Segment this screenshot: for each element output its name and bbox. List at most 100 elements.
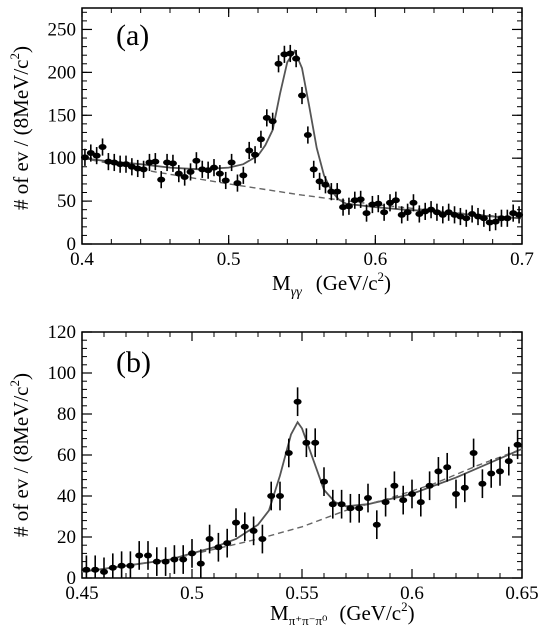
data-point xyxy=(215,170,224,177)
data-point xyxy=(415,210,424,217)
data-point xyxy=(315,178,324,185)
panel-b-y-axis-title: # of ev / (8MeV/c2) xyxy=(7,373,33,537)
y-tick-label: 100 xyxy=(48,363,77,384)
data-point xyxy=(479,215,488,222)
panel-b-x-axis-title: Mπ⁺π⁻π⁰ (GeV/c2) xyxy=(270,599,415,628)
data-point xyxy=(381,499,390,506)
data-point xyxy=(337,501,346,508)
data-point xyxy=(249,527,258,534)
data-point xyxy=(434,468,443,475)
data-point xyxy=(362,210,371,217)
y-tick-label: 20 xyxy=(57,527,76,548)
data-point xyxy=(515,211,524,218)
data-point xyxy=(355,505,364,512)
data-point xyxy=(256,136,265,143)
data-point xyxy=(309,166,318,173)
panel-a-label: (a) xyxy=(116,19,149,52)
data-point xyxy=(82,566,91,573)
x-tick-label: 0.5 xyxy=(217,249,241,270)
data-point xyxy=(320,478,328,485)
y-tick-label: 60 xyxy=(57,445,76,466)
y-tick-label: 40 xyxy=(57,486,76,507)
data-point xyxy=(276,493,284,499)
y-tick-label: 120 xyxy=(48,322,77,343)
data-point xyxy=(245,147,254,154)
data-point xyxy=(311,439,320,446)
data-point xyxy=(223,540,232,547)
data-point xyxy=(180,174,189,181)
data-point xyxy=(267,493,276,499)
panel-a-x-axis-title: Mγγ (GeV/c2) xyxy=(272,269,391,300)
data-point xyxy=(374,200,383,207)
data-point xyxy=(397,211,406,218)
data-point xyxy=(170,556,179,563)
panel-b: 0.45 0.5 0.55 0.6 0.65 0 20 40 60 80 100 120 (b) Mπ… xyxy=(7,322,539,628)
y-tick-label: 100 xyxy=(48,148,77,169)
data-point xyxy=(444,209,453,216)
y-tick-label: 0 xyxy=(67,234,77,255)
data-point xyxy=(425,482,434,489)
data-point xyxy=(496,468,504,475)
data-point xyxy=(196,560,205,567)
data-point xyxy=(504,458,513,465)
data-point xyxy=(227,159,236,166)
data-point xyxy=(438,211,447,218)
data-point xyxy=(503,215,512,222)
data-point xyxy=(321,181,330,188)
data-point xyxy=(443,464,452,471)
data-point xyxy=(117,562,126,569)
x-tick-label: 0.55 xyxy=(285,583,318,604)
data-point xyxy=(302,439,311,446)
data-point xyxy=(161,558,170,565)
data-point xyxy=(188,550,196,557)
data-point xyxy=(116,161,125,168)
data-point xyxy=(192,157,201,164)
data-point xyxy=(293,398,302,405)
data-point xyxy=(380,209,389,216)
x-tick-label: 0.7 xyxy=(510,249,534,270)
data-point xyxy=(274,60,283,67)
x-tick-label: 0.6 xyxy=(400,583,424,604)
x-tick-label: 0.65 xyxy=(505,583,538,604)
y-tick-label: 150 xyxy=(48,105,77,126)
data-point xyxy=(409,199,418,206)
data-point xyxy=(452,490,460,497)
x-tick-label: 0.45 xyxy=(65,583,98,604)
data-point xyxy=(390,482,399,489)
data-point xyxy=(372,521,381,528)
data-point xyxy=(364,495,372,502)
data-point xyxy=(251,151,260,158)
data-point xyxy=(491,218,500,225)
data-point xyxy=(91,566,100,573)
y-tick-label: 50 xyxy=(57,191,76,212)
panel-a-ticks: 0.4 0.5 0.6 0.7 0 50 100 150 200 250 xyxy=(48,8,534,270)
data-point xyxy=(186,168,195,175)
data-point xyxy=(356,196,365,203)
data-point xyxy=(432,209,441,216)
data-point xyxy=(100,568,108,575)
data-point xyxy=(268,118,277,125)
y-tick-label: 250 xyxy=(48,19,77,40)
data-point xyxy=(286,50,295,57)
data-point xyxy=(513,441,522,448)
data-point xyxy=(258,536,267,543)
data-point xyxy=(284,449,293,456)
data-point xyxy=(469,449,478,456)
y-tick-label: 80 xyxy=(57,404,76,425)
x-tick-label: 0.4 xyxy=(70,249,94,270)
data-point xyxy=(204,167,213,174)
data-point xyxy=(262,114,271,121)
data-point xyxy=(346,505,355,512)
data-point xyxy=(179,556,188,563)
panel-b-label: (b) xyxy=(116,346,151,379)
data-point xyxy=(151,158,160,165)
data-point xyxy=(386,199,394,206)
data-point xyxy=(468,210,477,217)
data-point xyxy=(92,152,101,159)
data-point xyxy=(108,564,117,571)
data-point xyxy=(408,490,416,497)
data-point xyxy=(292,55,301,62)
panel-a-plot-area xyxy=(80,44,524,232)
panel-b-plot-area xyxy=(81,387,523,578)
data-point xyxy=(135,552,144,559)
